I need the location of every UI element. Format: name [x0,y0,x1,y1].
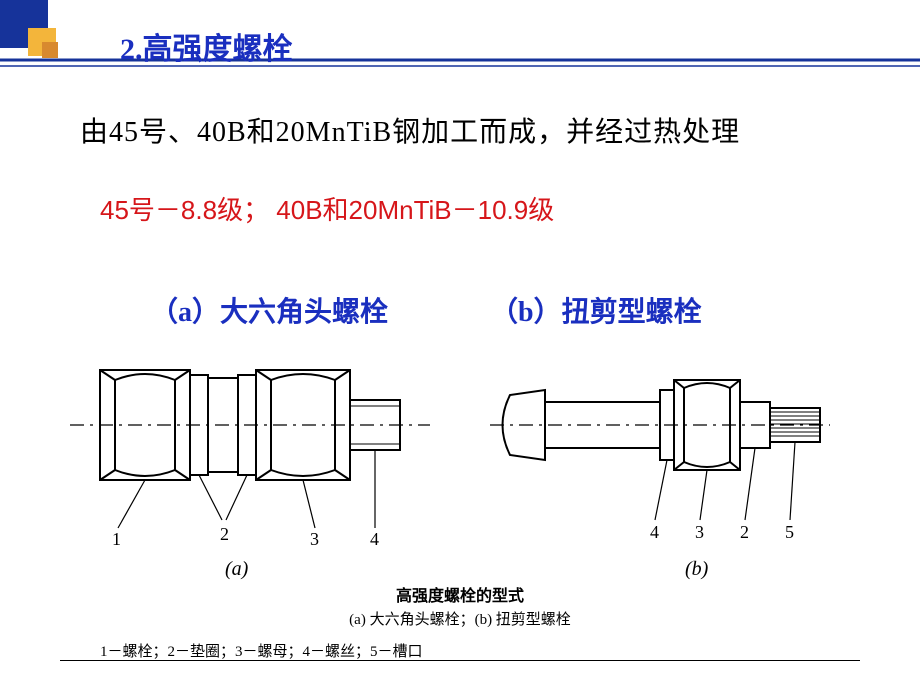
legend-divider [60,660,860,661]
caption-main-text: 高强度螺栓的型式 [396,588,524,605]
body-content: 由45号、40B和20MnTiB钢加工而成，并经过热处理 [80,117,740,148]
num-3: 3 [310,529,319,549]
grade-part1: 45号－8.8级； [100,195,276,225]
caption-sub-text: (a) 大六角头螺栓；(b) 扭剪型螺栓 [349,612,571,628]
num-2: 2 [220,524,229,544]
label-b: (b) [685,558,709,580]
num-b4: 4 [650,522,659,542]
diagram-a [70,370,430,528]
grade-part2: 40B和20MnTiB－10.9级 [276,195,554,225]
caption-sub: (a) 大六角头螺栓；(b) 扭剪型螺栓 [0,608,920,629]
title-text: 2.高强度螺栓 [120,33,293,66]
caption-legend: 1－螺栓；2－垫圈；3－螺母；4－螺丝；5－槽口 [100,640,423,661]
grade-text: 45号－8.8级； 40B和20MnTiB－10.9级 [100,190,554,227]
bolt-diagram: 1 2 3 4 (a) [60,350,860,580]
label-a: (a) [225,558,249,580]
subtitle-a-text: （a）大六角头螺栓 [150,297,388,328]
section-title: 2.高强度螺栓 [120,24,293,68]
caption-legend-text: 1－螺栓；2－垫圈；3－螺母；4－螺丝；5－槽口 [100,644,423,660]
subtitle-a: （a）大六角头螺栓 [150,290,388,330]
num-4: 4 [370,529,379,549]
subtitle-b-text: （b）扭剪型螺栓 [490,297,702,328]
diagram-b [490,380,830,520]
num-1: 1 [112,529,121,549]
num-b3: 3 [695,522,704,542]
subtitle-b: （b）扭剪型螺栓 [490,290,702,330]
body-text: 由45号、40B和20MnTiB钢加工而成，并经过热处理 [80,110,740,150]
num-b2: 2 [740,522,749,542]
caption-main: 高强度螺栓的型式 [0,582,920,606]
num-b5: 5 [785,522,794,542]
